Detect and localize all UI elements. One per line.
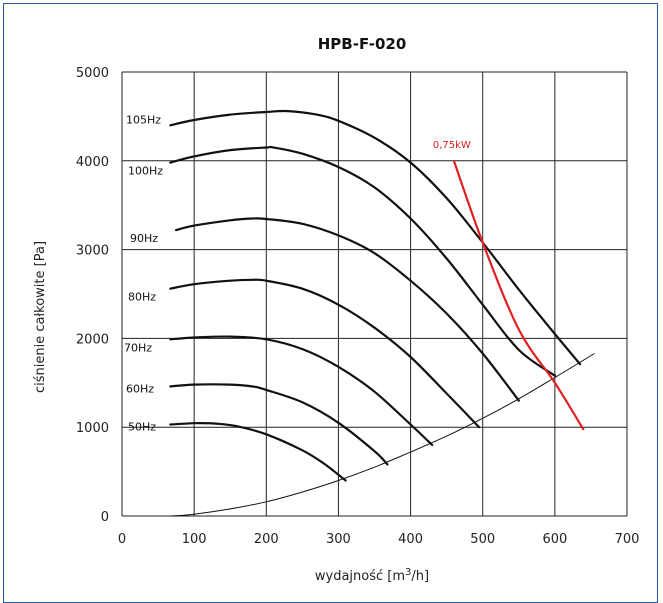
curve-105Hz — [169, 109, 582, 366]
series-label-80Hz: 80Hz — [128, 291, 156, 304]
x-tick-label-700: 700 — [615, 532, 640, 547]
y-tick-label-0: 0 — [101, 510, 109, 525]
x-tick-label-600: 600 — [542, 532, 567, 547]
fan-curves — [169, 109, 595, 517]
chart-title: HPB-F-020 — [318, 35, 407, 53]
x-tick-label-0: 0 — [118, 532, 126, 547]
series-label-50Hz: 50Hz — [128, 421, 156, 434]
curve-90Hz — [175, 217, 520, 402]
y-tick-label-1000: 1000 — [76, 421, 109, 436]
x-tick-label-400: 400 — [398, 532, 423, 547]
y-axis-ticks: 0 1000 2000 3000 4000 5000 — [76, 66, 109, 525]
curve-60Hz — [169, 383, 389, 466]
series-label-100Hz: 100Hz — [128, 165, 163, 178]
curve-70Hz — [169, 335, 434, 447]
series-label-90Hz: 90Hz — [130, 232, 158, 245]
power-line-label: 0,75kW — [433, 140, 471, 151]
x-axis-label-main: wydajność [m — [315, 569, 405, 584]
curve-50Hz — [169, 422, 347, 482]
y-axis-label: ciśnienie całkowite [Pa] — [33, 241, 48, 393]
x-tick-label-100: 100 — [182, 532, 207, 547]
curve-100Hz — [169, 145, 556, 377]
x-tick-label-300: 300 — [326, 532, 351, 547]
chart-frame — [3, 3, 658, 603]
x-axis-label-sup: 3 — [405, 567, 411, 578]
x-axis-ticks: 0 100 200 300 400 500 600 700 — [118, 532, 640, 547]
power-line — [452, 160, 585, 431]
x-tick-label-200: 200 — [254, 532, 279, 547]
series-label-60Hz: 60Hz — [126, 382, 154, 395]
series-labels: 105Hz 100Hz 90Hz 80Hz 70Hz 60Hz 50Hz — [124, 113, 163, 433]
system-curve — [170, 353, 595, 517]
x-axis-label: wydajność [m3/h] — [315, 567, 429, 584]
y-tick-label-2000: 2000 — [76, 332, 109, 347]
curve-80Hz — [169, 278, 481, 429]
x-axis-label-tail: /h] — [411, 569, 429, 584]
series-label-70Hz: 70Hz — [124, 341, 152, 354]
pump-curve-chart: HPB-F-020 0 100 200 300 400 500 600 700 0 1000 20… — [33, 35, 640, 584]
y-tick-label-4000: 4000 — [76, 155, 109, 170]
series-label-105Hz: 105Hz — [126, 113, 161, 126]
y-tick-label-3000: 3000 — [76, 244, 109, 259]
y-tick-label-5000: 5000 — [76, 66, 109, 81]
power-line-group: 0,75kW — [433, 140, 585, 431]
grid — [121, 71, 628, 517]
x-tick-label-500: 500 — [470, 532, 495, 547]
